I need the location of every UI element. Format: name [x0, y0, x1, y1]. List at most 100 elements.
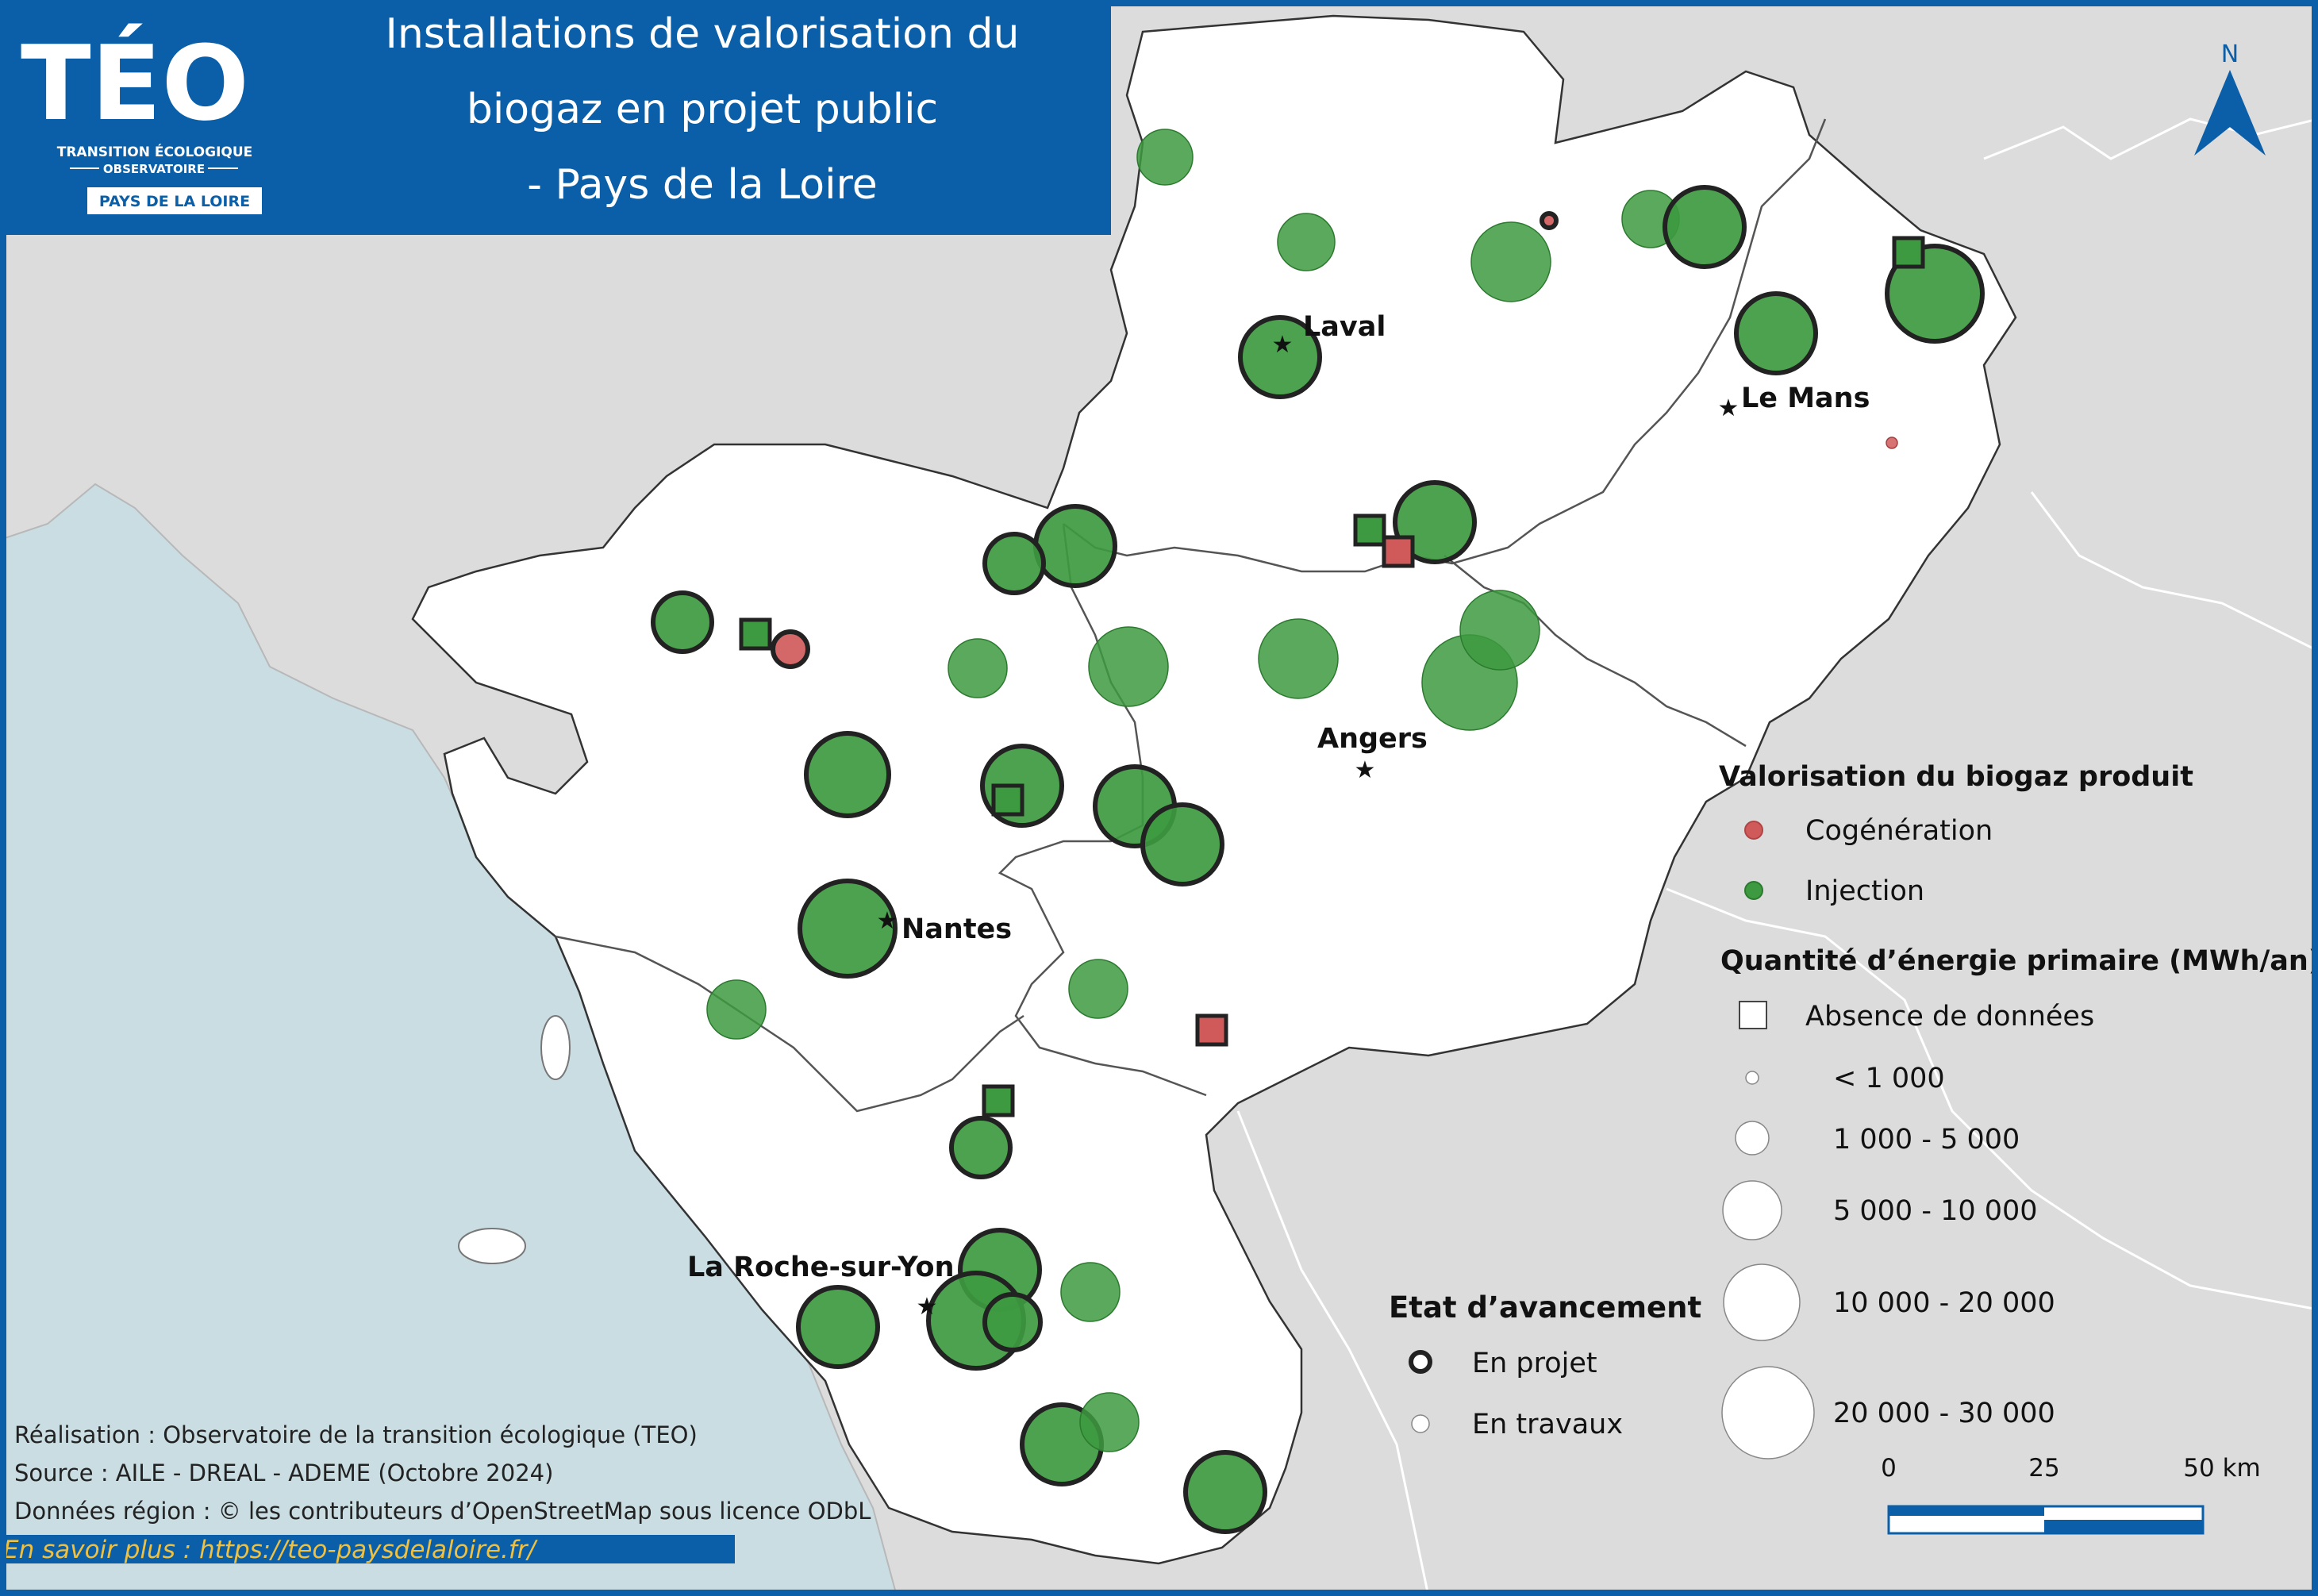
city-markers: ★ Laval ★ Le Mans ★ Angers ★ Nantes ★ La…	[687, 311, 1870, 1321]
cogeneration-site-4	[1540, 211, 1559, 230]
title-line-3: - Pays de la Loire	[527, 161, 878, 209]
legend-no-data-label: Absence de données	[1805, 1001, 2094, 1033]
credit-donnees: Données région : © les contributeurs d’O…	[14, 1498, 871, 1525]
island-noirmoutier	[540, 1015, 571, 1080]
injection-site-24	[1140, 802, 1224, 886]
credit-realisation: Réalisation : Observatoire de la transit…	[14, 1421, 698, 1448]
neighbour-borders	[1236, 117, 2318, 1596]
legend-en-projet-label: En projet	[1472, 1348, 1597, 1379]
north-label: N	[2221, 40, 2239, 68]
legend-size-5-swatch	[1721, 1366, 1815, 1459]
scale-label-0: 0	[1881, 1454, 1897, 1483]
injection-site-3	[1238, 315, 1322, 399]
title-line-2: biogaz en projet public	[467, 86, 938, 133]
injection-site-8	[1885, 244, 1985, 344]
injection-site-no-data-7	[982, 1084, 1015, 1117]
city-label-angers: Angers	[1317, 723, 1428, 755]
injection-site-11	[1393, 480, 1477, 564]
injection-site-2	[1277, 213, 1336, 271]
legend-size-4-swatch	[1723, 1263, 1801, 1341]
logo-subtitle-1: TRANSITION ÉCOLOGIQUE	[57, 143, 253, 160]
logo-subtitle-2: OBSERVATOIRE	[103, 162, 205, 176]
legend-en-projet-swatch	[1409, 1350, 1432, 1374]
cogeneration-site-15	[771, 629, 810, 669]
injection-site-17	[1088, 626, 1169, 707]
scale-label-50: 50 km	[2183, 1454, 2260, 1483]
cogeneration-site-no-data-6	[1195, 1013, 1228, 1047]
scale-bar-segment-1	[1889, 1506, 2044, 1516]
north-arrow: N	[2194, 40, 2266, 156]
legend-size-3-label: 5 000 - 10 000	[1833, 1195, 2038, 1227]
injection-site-no-data-5	[1892, 236, 1925, 269]
scale-bar: 0 25 50 km	[1881, 1454, 2261, 1535]
city-star-nantes: ★	[877, 907, 898, 935]
legend-cogeneration-swatch	[1744, 821, 1763, 840]
legend-size-4-label: 10 000 - 20 000	[1833, 1287, 2055, 1319]
legend-no-data-swatch	[1739, 1001, 1767, 1029]
legend-size-1-label: < 1 000	[1833, 1063, 1945, 1094]
more-info-link[interactable]: En savoir plus : https://teo-paysdelaloi…	[3, 1536, 539, 1564]
legend-en-travaux-label: En travaux	[1472, 1409, 1623, 1440]
city-star-angers: ★	[1355, 756, 1376, 784]
logo-wordmark: TÉO	[21, 23, 249, 144]
injection-site-12	[1033, 504, 1117, 588]
injection-site-10	[1470, 221, 1551, 302]
cogeneration-site-no-data-4	[1382, 535, 1415, 568]
legend-injection-swatch	[1744, 881, 1763, 900]
cogeneration-site-9	[1886, 436, 1898, 449]
city-star-laval: ★	[1272, 331, 1294, 359]
injection-site-25	[798, 879, 898, 979]
injection-site-13	[982, 532, 1046, 595]
island-yeu	[458, 1228, 526, 1264]
injection-site-no-data-2	[991, 783, 1024, 817]
legend-size-2-swatch	[1735, 1121, 1770, 1156]
scale-bar-segment-2	[2044, 1520, 2203, 1533]
legend-size-1-swatch	[1745, 1071, 1759, 1085]
logo-region-badge	[87, 187, 262, 214]
injection-site-7	[1734, 291, 1818, 375]
city-label-laval: Laval	[1303, 311, 1386, 343]
city-label-la-roche-sur-yon: La Roche-sur-Yon	[687, 1252, 955, 1283]
injection-site-27	[1068, 959, 1128, 1019]
logo-region-label: PAYS DE LA LOIRE	[99, 193, 250, 210]
legend-size-2-label: 1 000 - 5 000	[1833, 1124, 2020, 1156]
city-star-la-roche-sur-yon: ★	[917, 1293, 938, 1321]
legend-size-3-swatch	[1722, 1180, 1782, 1240]
injection-site-14	[651, 590, 714, 654]
injection-site-16	[948, 638, 1008, 698]
legend: Valorisation du biogaz produit Cogénérat…	[1389, 761, 2318, 1459]
legend-size-5-label: 20 000 - 30 000	[1833, 1398, 2055, 1429]
north-arrow-icon	[2194, 70, 2266, 156]
legend-injection-label: Injection	[1805, 875, 1924, 907]
injection-site-21	[804, 731, 891, 818]
injection-site-18	[1258, 618, 1339, 699]
injection-site-28	[949, 1116, 1013, 1179]
injection-site-31	[982, 1292, 1043, 1352]
city-star-le-mans: ★	[1718, 394, 1739, 422]
injection-site-33	[796, 1285, 880, 1369]
injection-site-no-data-1	[739, 617, 772, 651]
injection-site-no-data-3	[1353, 513, 1386, 547]
title-box: TÉO TRANSITION ÉCOLOGIQUE OBSERVATOIRE P…	[6, 6, 1111, 235]
legend-cogeneration-label: Cogénération	[1805, 815, 1993, 847]
legend-energy-title: Quantité d’énergie primaire (MWh/an)	[1720, 945, 2318, 977]
city-label-nantes: Nantes	[901, 913, 1012, 945]
injection-site-1	[1136, 129, 1194, 186]
legend-valorisation-title: Valorisation du biogaz produit	[1719, 761, 2193, 793]
title-line-1: Installations de valorisation du	[386, 10, 1020, 58]
scale-label-25: 25	[2028, 1454, 2059, 1483]
credits: Réalisation : Observatoire de la transit…	[0, 1421, 871, 1564]
link-banner	[0, 1535, 735, 1563]
injection-site-6	[1663, 185, 1747, 269]
region-pays-de-la-loire	[411, 14, 2017, 1565]
injection-site-36	[1183, 1450, 1267, 1534]
installations-layer	[651, 129, 1985, 1534]
legend-en-travaux-swatch	[1411, 1414, 1430, 1433]
city-label-le-mans: Le Mans	[1741, 383, 1870, 414]
injection-site-26	[706, 979, 767, 1040]
injection-site-20	[1459, 590, 1540, 671]
injection-site-32	[1060, 1262, 1121, 1322]
